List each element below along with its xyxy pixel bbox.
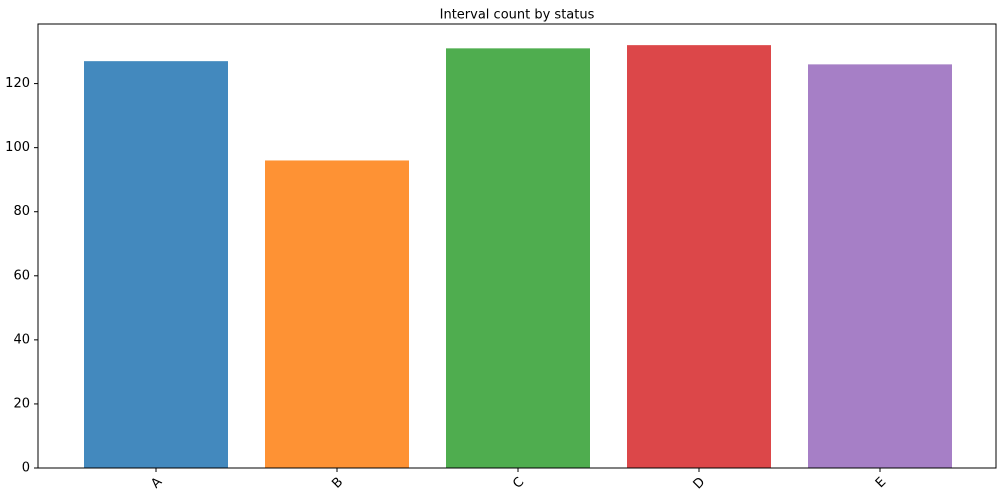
bar [265, 160, 409, 468]
x-tick-label: A [148, 475, 165, 492]
y-tick-label: 60 [13, 268, 30, 283]
bar [84, 61, 228, 469]
x-tick-label: B [329, 475, 346, 492]
bar [446, 48, 590, 469]
y-tick-label: 120 [5, 76, 30, 91]
plot-frame [37, 23, 997, 469]
y-tick-label: 40 [13, 332, 30, 347]
bar [627, 45, 771, 469]
y-tick-label: 100 [5, 140, 30, 155]
chart-title: Interval count by status [440, 8, 595, 23]
x-tick-label: C [510, 475, 527, 492]
y-tick-label: 20 [13, 396, 30, 411]
bar [808, 64, 952, 468]
x-tick-label: D [691, 475, 709, 493]
y-tick-label: 0 [22, 461, 30, 476]
y-tick-label: 80 [13, 204, 30, 219]
x-tick-label: E [873, 475, 889, 491]
